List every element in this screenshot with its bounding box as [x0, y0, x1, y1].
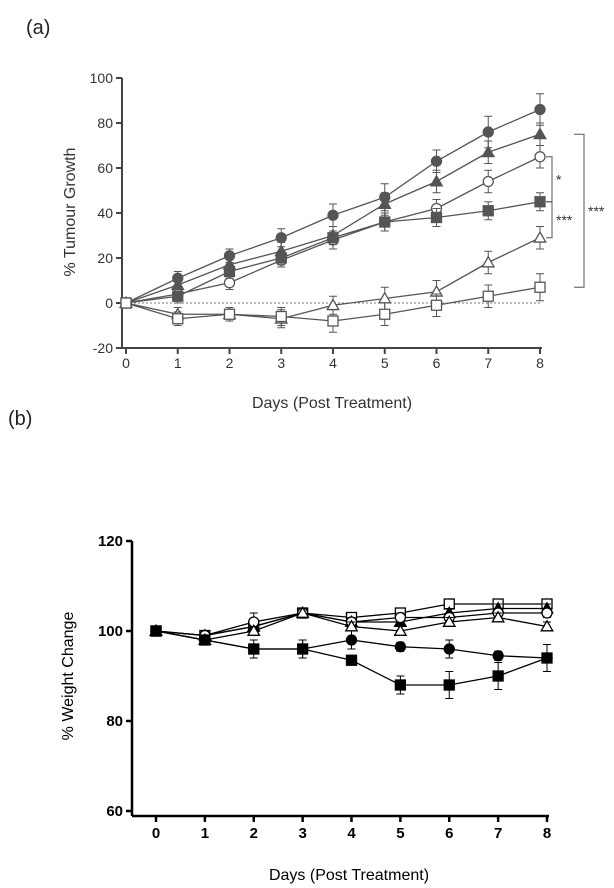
chart-b-x-tick-label: 6 [445, 825, 453, 842]
chart-a-series-4-point [327, 232, 339, 244]
chart-b-x-tick-label: 5 [396, 825, 404, 842]
chart-a-series-1-point [534, 103, 546, 116]
chart-a-y-tick-label: -20 [93, 340, 113, 356]
chart-a-significance-bracket [546, 156, 553, 203]
chart-a-significance-label: *** [556, 212, 573, 228]
chart-b-ylabel: % Weight Change [60, 612, 77, 741]
chart-a-series-6-point [120, 297, 132, 309]
chart-b-y-tick-label: 60 [106, 803, 123, 820]
chart-a-series-4-point [275, 252, 287, 264]
chart-a-series-4-point [482, 205, 494, 217]
chart-b-series-5-point [443, 643, 455, 655]
chart-a-series-4-point [172, 290, 184, 302]
chart-b-y-tick-label: 80 [106, 713, 123, 730]
chart-b-series-4-point [246, 623, 261, 636]
chart-b-x-tick-label: 3 [298, 825, 306, 842]
chart-a-x-tick-label: 2 [226, 355, 234, 371]
chart-a-series-1-point [430, 155, 443, 167]
chart-b-series-6-point [248, 643, 260, 655]
chart-a-series-2-point [377, 196, 392, 209]
chart-a-series-6-point [327, 315, 339, 327]
chart-a-series-3-point [482, 175, 494, 188]
chart-a-x-tick-label: 0 [122, 355, 130, 371]
chart-a-series-6-point [482, 290, 494, 302]
chart-b-series-6-point [345, 654, 358, 666]
chart-b-series-6-point [296, 643, 309, 655]
chart-a-series-4-point [534, 196, 546, 208]
chart-a-x-tick-label: 8 [536, 355, 544, 371]
chart-a-significance-bracket [574, 133, 585, 288]
chart-b-series-6-point [199, 634, 211, 646]
chart-a-y-tick-label: 80 [97, 115, 113, 131]
chart-b-series-6-point [492, 670, 504, 682]
chart-a-xlabel: Days (Post Treatment) [252, 395, 412, 412]
panel-a-label: (a) [26, 17, 50, 39]
chart-a-series-3-point [534, 151, 546, 163]
chart-a-series-5-point [533, 230, 547, 243]
chart-a-x-tick-label: 6 [433, 355, 441, 371]
chart-b-series-6-point [150, 625, 162, 637]
chart-b-series-6-point [443, 679, 455, 691]
chart-b-x-tick-label: 2 [250, 825, 258, 842]
chart-b-x-tick-label: 7 [494, 825, 502, 842]
chart-a-series-2-point [533, 127, 547, 140]
chart-b-x-tick-label: 1 [201, 825, 209, 842]
chart-b-series-4-point [295, 605, 310, 618]
chart-b-y-tick-label: 100 [98, 623, 123, 640]
chart-a-x-tick-label: 1 [174, 355, 182, 371]
chart-b-y-tick-label: 120 [98, 533, 123, 550]
chart-a-series-6-point [275, 310, 287, 323]
chart-b-series-3-point [394, 611, 407, 624]
chart-b-xlabel: Days (Post Treatment) [269, 867, 429, 884]
tumour-growth-chart: % Tumour Growth Days (Post Treatment) -2… [62, 70, 605, 412]
chart-a-significance-label: *** [588, 203, 605, 219]
chart-b-x-tick-label: 0 [152, 825, 160, 842]
chart-b-x-tick-label: 8 [543, 825, 551, 842]
chart-b-series-6-point [541, 652, 553, 664]
chart-a-y-tick-label: 100 [90, 70, 114, 86]
chart-b-series-5-point [492, 650, 504, 662]
chart-b-series-4-point [540, 619, 554, 632]
panel-b-label: (b) [8, 408, 32, 430]
chart-a-series-6-point [534, 281, 546, 293]
chart-a-x-tick-label: 5 [381, 355, 389, 371]
chart-a-series-6-point [430, 299, 443, 311]
chart-a-series-6-point [172, 313, 184, 325]
chart-a-x-tick-label: 4 [329, 355, 337, 371]
chart-a-y-tick-label: 60 [97, 160, 113, 176]
chart-a-series-4-point [430, 211, 443, 224]
chart-b-x-tick-label: 4 [347, 825, 356, 842]
chart-a-x-tick-label: 7 [484, 355, 492, 371]
chart-a-series-3-point [223, 277, 236, 289]
chart-a-series-4-point [379, 216, 391, 228]
chart-b-series-5-point [394, 641, 407, 653]
chart-a-series-5-point [481, 255, 496, 268]
chart-a-y-tick-label: 20 [97, 250, 113, 266]
chart-b-series-4-point [393, 623, 408, 636]
chart-b-series-6-point [394, 679, 407, 691]
chart-a-series-4-point [223, 265, 236, 278]
chart-a-x-tick-label: 3 [277, 355, 285, 371]
chart-b-series-4-point [442, 614, 457, 627]
chart-a-significance-label: * [556, 171, 562, 187]
chart-a-significance-bracket [546, 201, 553, 239]
chart-a-y-tick-label: 40 [97, 205, 113, 221]
chart-b-series-5-point [345, 634, 358, 646]
chart-a-y-tick-label: 0 [105, 295, 113, 311]
chart-a-series-1-point [275, 232, 287, 244]
chart-a-series-2-point [429, 174, 444, 187]
chart-a-series-6-point [379, 308, 391, 320]
chart-a-series-1-point [327, 209, 339, 221]
chart-a-series-2-point [481, 145, 496, 158]
chart-a-series-6-point [223, 308, 236, 320]
chart-b-series-4-point [491, 610, 505, 623]
weight-change-chart: % Weight Change Days (Post Treatment) 60… [60, 533, 554, 884]
chart-a-ylabel: % Tumour Growth [62, 148, 79, 277]
chart-a-series-1-point [482, 126, 494, 138]
chart-b-series-3-point [541, 607, 553, 619]
